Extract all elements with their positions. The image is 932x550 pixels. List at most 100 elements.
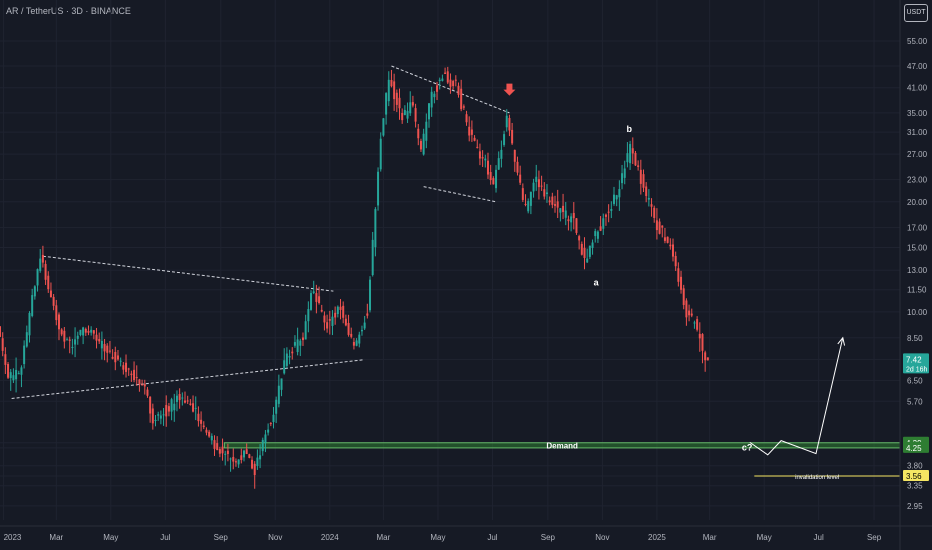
candle-up bbox=[371, 231, 374, 277]
candle-up bbox=[242, 449, 245, 462]
candle-up bbox=[36, 268, 39, 292]
candle-body bbox=[28, 312, 31, 336]
candle-down bbox=[486, 152, 489, 179]
candle-down bbox=[658, 218, 661, 235]
candle-down bbox=[323, 311, 326, 331]
candle-body bbox=[559, 208, 562, 213]
candle-down bbox=[130, 370, 133, 382]
candle-body bbox=[489, 172, 492, 181]
candle-up bbox=[618, 180, 621, 211]
candle-body bbox=[44, 263, 47, 280]
time-tick-label: Jul bbox=[487, 533, 497, 542]
candle-body bbox=[248, 454, 251, 458]
candle-body bbox=[151, 408, 154, 424]
candle-body bbox=[623, 168, 626, 178]
candle-body bbox=[9, 372, 12, 379]
candle-body bbox=[84, 328, 87, 333]
candle-up bbox=[9, 369, 12, 391]
candle-body bbox=[390, 79, 393, 87]
candle-body bbox=[90, 329, 93, 333]
candle-down bbox=[184, 391, 187, 404]
candle-body bbox=[626, 153, 629, 163]
candle-down bbox=[151, 403, 154, 430]
candle-down bbox=[138, 378, 141, 392]
candle-body bbox=[503, 134, 506, 145]
candle-body bbox=[430, 91, 433, 108]
candle-body bbox=[427, 103, 430, 120]
candle-up bbox=[693, 320, 696, 329]
price-tick-label: 6.50 bbox=[907, 376, 923, 385]
candle-down bbox=[108, 340, 111, 354]
time-tick-label: Mar bbox=[49, 533, 63, 542]
candle-down bbox=[240, 448, 243, 464]
candle-down bbox=[468, 116, 471, 142]
time-tick-label: Sep bbox=[214, 533, 229, 542]
candle-body bbox=[100, 340, 103, 349]
candle-body bbox=[545, 192, 548, 195]
time-tick-label: Nov bbox=[268, 533, 282, 542]
candle-up bbox=[173, 393, 176, 422]
candle-body bbox=[602, 218, 605, 229]
candle-down bbox=[189, 399, 192, 406]
candle-up bbox=[237, 459, 240, 468]
candle-down bbox=[688, 304, 691, 322]
candle-body bbox=[315, 293, 318, 302]
candle-down bbox=[449, 73, 452, 94]
candle-up bbox=[23, 340, 26, 369]
candle-body bbox=[261, 439, 264, 452]
candle-down bbox=[253, 461, 256, 489]
candle-body bbox=[462, 106, 465, 108]
candle-body bbox=[234, 461, 237, 463]
candle-down bbox=[178, 388, 181, 409]
candle-body bbox=[562, 205, 565, 212]
candle-body bbox=[578, 236, 581, 241]
price-tick-label: 27.00 bbox=[907, 150, 928, 159]
price-axis[interactable]: 55.00 47.00 41.00 35.00 31.00 27.00 23.00 20.00… bbox=[899, 0, 929, 550]
candle-up bbox=[503, 130, 506, 147]
candle-body bbox=[0, 326, 1, 337]
candle-body bbox=[484, 158, 487, 161]
candle-down bbox=[578, 234, 581, 250]
candle-body bbox=[355, 340, 358, 346]
candle-down bbox=[0, 326, 1, 337]
time-axis[interactable]: 2023 Mar May Jul Sep Nov 2024 Mar May Jul Sep Nov 20… bbox=[0, 525, 932, 542]
candle-body bbox=[15, 369, 18, 380]
annotations: b a c? bbox=[503, 83, 846, 456]
candle-down bbox=[543, 182, 546, 200]
candle-up bbox=[559, 208, 562, 222]
candle-body bbox=[7, 364, 10, 378]
time-tick-label: 2025 bbox=[648, 533, 666, 542]
candle-up bbox=[596, 230, 599, 243]
currency-button[interactable]: USDT bbox=[904, 4, 928, 22]
candle-up bbox=[588, 245, 591, 259]
candle-up bbox=[591, 239, 594, 255]
candle-down bbox=[706, 357, 709, 361]
candle-body bbox=[610, 209, 613, 211]
candle-body bbox=[280, 378, 283, 390]
candle-body bbox=[291, 351, 294, 354]
candle-body bbox=[599, 226, 602, 231]
candle-body bbox=[162, 414, 165, 416]
candle-up bbox=[175, 390, 178, 412]
candle-body bbox=[535, 176, 538, 182]
candle-down bbox=[301, 332, 304, 346]
candle-body bbox=[680, 276, 683, 290]
candle-body bbox=[33, 286, 36, 297]
candle-down bbox=[639, 159, 642, 195]
candle-body bbox=[613, 194, 616, 204]
candle-body bbox=[696, 319, 699, 330]
candle-up bbox=[623, 160, 626, 185]
candle-body bbox=[685, 300, 688, 318]
candle-down bbox=[7, 362, 10, 379]
candle-body bbox=[387, 79, 390, 102]
candle-up bbox=[277, 374, 280, 408]
candle-body bbox=[1, 338, 4, 351]
candle-body bbox=[49, 290, 52, 298]
candle-down bbox=[470, 120, 473, 142]
candle-down bbox=[133, 361, 136, 383]
candle-up bbox=[385, 92, 388, 125]
candle-body bbox=[682, 288, 685, 305]
candle-body bbox=[154, 419, 157, 422]
candle-body bbox=[441, 78, 444, 81]
